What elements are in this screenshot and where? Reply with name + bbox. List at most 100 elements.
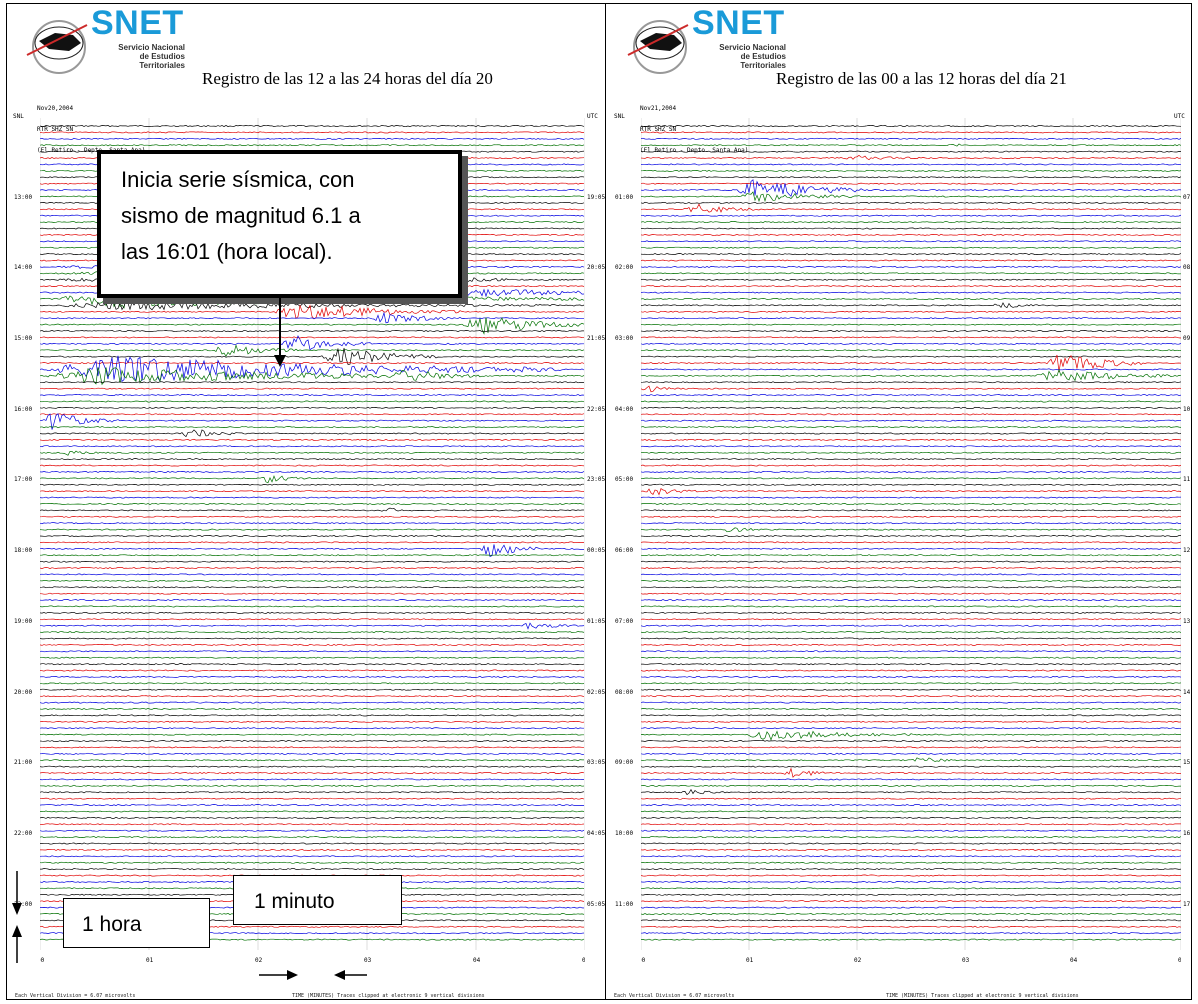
seismic-trace (40, 682, 585, 685)
seismic-trace (40, 804, 585, 807)
seismic-trace (641, 804, 1181, 807)
seismic-trace (40, 688, 585, 691)
seismic-trace (641, 458, 1181, 461)
seismic-trace (641, 278, 1181, 281)
seismic-trace (40, 413, 585, 430)
hour-label: 10:00 (615, 829, 634, 837)
seismic-trace (40, 733, 584, 736)
seismic-trace (40, 868, 585, 871)
seismic-trace (40, 631, 585, 634)
corner-label-right: UTC (1174, 113, 1185, 120)
seismic-trace (641, 150, 1181, 153)
time-tick-label: 05 (582, 957, 585, 964)
scale-footnote: Each Vertical Division = 6.07 microvolts (614, 993, 735, 999)
utc-label: 09:05 (1183, 335, 1191, 343)
seismic-trace (40, 714, 585, 717)
seismic-trace (641, 547, 1181, 550)
seismic-trace (641, 451, 1181, 454)
seismic-trace (641, 535, 1181, 537)
corner-label-right: UTC (587, 113, 598, 120)
seismic-trace (641, 381, 1181, 384)
corner-label-left: SNL (13, 113, 24, 120)
seismic-trace (40, 438, 585, 441)
seismic-trace (641, 637, 1181, 640)
seismic-trace (641, 137, 1181, 140)
seismic-trace (641, 573, 1181, 576)
utc-label: 17:05 (1183, 900, 1191, 908)
seismic-trace (641, 246, 1181, 249)
seismic-trace (40, 299, 585, 311)
seismic-trace (40, 367, 585, 386)
hour-label: 02:00 (615, 264, 634, 272)
seismic-trace (641, 354, 1181, 373)
time-tick-label: 03 (962, 957, 970, 964)
utc-label: 23:05 (587, 476, 605, 484)
panel-divider (605, 3, 606, 1000)
utc-label: 00:05 (587, 547, 605, 555)
callout-line: Inicia serie sísmica, con (121, 167, 355, 192)
seismic-trace (641, 708, 1181, 710)
hour-label: 16:00 (14, 405, 33, 413)
seismic-trace (641, 663, 1181, 666)
seismic-trace (40, 816, 585, 819)
seismic-trace (40, 413, 585, 416)
seismic-trace (40, 131, 584, 134)
seismic-trace (641, 893, 1181, 896)
seismic-trace (641, 720, 1181, 723)
seismic-trace (641, 861, 1181, 864)
seismic-trace (40, 503, 585, 505)
hour-label: 04:00 (615, 405, 634, 413)
seismic-trace (641, 522, 1181, 525)
seismic-trace (40, 622, 585, 630)
seismic-trace (641, 317, 1181, 320)
seismic-trace (641, 618, 1181, 621)
seismic-trace (641, 432, 1181, 435)
seismic-trace (40, 544, 584, 557)
callout-line: las 16:01 (hora local). (121, 239, 333, 264)
x-axis-title: TIME (MINUTES) (886, 993, 929, 999)
logo-subtitle: Servicio Nacional de Estudios Territoria… (719, 43, 786, 70)
seismic-trace (641, 179, 1181, 197)
seismic-trace (641, 567, 1181, 569)
seismic-trace (40, 335, 584, 351)
utc-label: 20:05 (587, 264, 605, 272)
seismic-trace (641, 730, 1181, 741)
seismic-trace (40, 836, 585, 839)
seismic-trace (641, 682, 1181, 685)
seismic-trace (40, 605, 585, 608)
seismic-trace (641, 842, 1181, 845)
header-line: Nov21,2004 (640, 105, 677, 112)
globe-icon (26, 20, 88, 74)
seismic-trace (40, 355, 585, 383)
seismic-trace (641, 688, 1181, 691)
seismic-trace (40, 637, 585, 640)
seismic-trace (641, 631, 1181, 634)
seismic-trace (641, 848, 1181, 851)
utc-label: 22:05 (587, 405, 605, 413)
minute-scale-label: 1 minuto (233, 875, 402, 925)
hour-label: 08:00 (615, 688, 634, 696)
seismic-trace (641, 669, 1181, 672)
seismic-trace (641, 900, 1181, 903)
seismic-trace (40, 137, 585, 140)
seismic-trace (641, 938, 1181, 941)
seismic-trace (641, 823, 1181, 826)
hour-label: 05:00 (615, 476, 634, 484)
seismogram-plot: 00 01 02 03 04 05 (641, 118, 1181, 964)
seismic-trace (40, 429, 585, 438)
seismic-trace (641, 426, 1181, 429)
seismic-trace (40, 304, 585, 320)
seismic-trace (40, 554, 585, 557)
seismic-trace (641, 336, 1181, 339)
seismic-trace (40, 394, 585, 397)
seismic-trace (641, 767, 1181, 778)
seismic-trace (641, 797, 1181, 800)
time-tick-label: 01 (146, 957, 154, 964)
record-caption: Registro de las 12 a las 24 horas del dí… (202, 69, 493, 88)
seismic-trace (40, 740, 585, 742)
seismic-trace (40, 579, 585, 582)
seismic-trace (641, 131, 1181, 134)
seismic-trace (40, 567, 585, 569)
seismic-trace (641, 143, 1181, 147)
seismic-trace (641, 836, 1181, 839)
